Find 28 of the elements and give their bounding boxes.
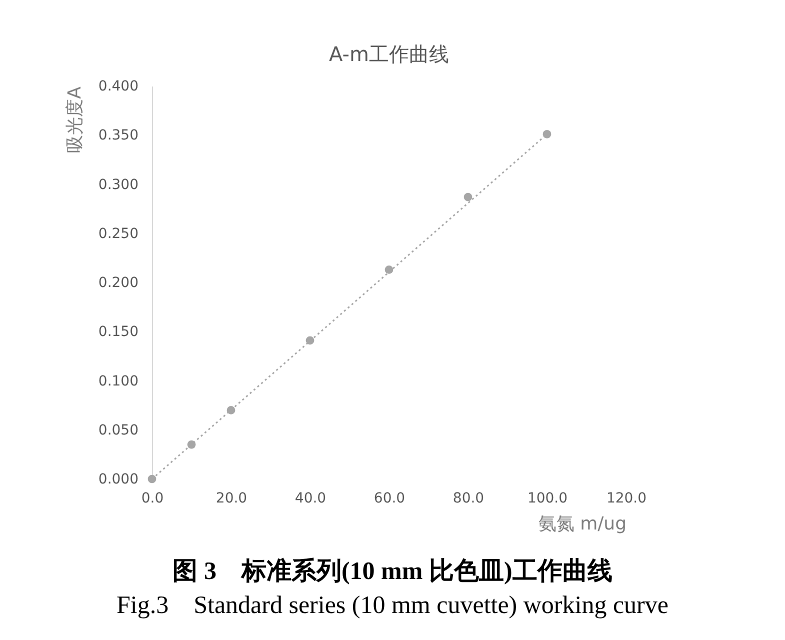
x-tick-label: 60.0 <box>374 490 406 506</box>
x-tick-label: 0.0 <box>141 490 164 506</box>
point <box>384 266 394 274</box>
x-tick-label: 80.0 <box>452 490 484 506</box>
y-tick-label: 0.350 <box>98 128 138 144</box>
y-tick-label: 0.100 <box>98 373 138 390</box>
x-tick-label: 40.0 <box>294 490 326 506</box>
y-tick-label: 0.150 <box>98 324 138 340</box>
x-tick-label: 100.0 <box>527 490 568 506</box>
point <box>226 406 236 414</box>
y-tick-label: 0.200 <box>98 275 138 291</box>
chart-title: A-m工作曲线 <box>329 42 449 66</box>
x-tick-label: 120.0 <box>606 490 647 506</box>
caption: 图 3 标准系列(10 mm 比色皿)工作曲线 <box>172 556 614 587</box>
y-axis-title: 吸光度A <box>64 86 86 153</box>
y-tick-label: 0.300 <box>98 176 138 193</box>
point <box>148 474 156 484</box>
point <box>542 130 552 138</box>
x-tick-label: 20.0 <box>216 490 248 506</box>
point <box>187 440 196 449</box>
y-tick-label: 0.400 <box>98 78 138 94</box>
x-axis-title: 氨氮 m/ug <box>538 514 626 534</box>
point <box>306 336 314 345</box>
y-tick-label: 0.050 <box>98 422 138 438</box>
y-tick-label: 0.250 <box>98 226 138 242</box>
point <box>464 192 472 202</box>
caption: Fig.3 Standard series (10 mm cuvette) working curve <box>116 591 670 621</box>
y-tick-label: 0.000 <box>98 472 138 488</box>
